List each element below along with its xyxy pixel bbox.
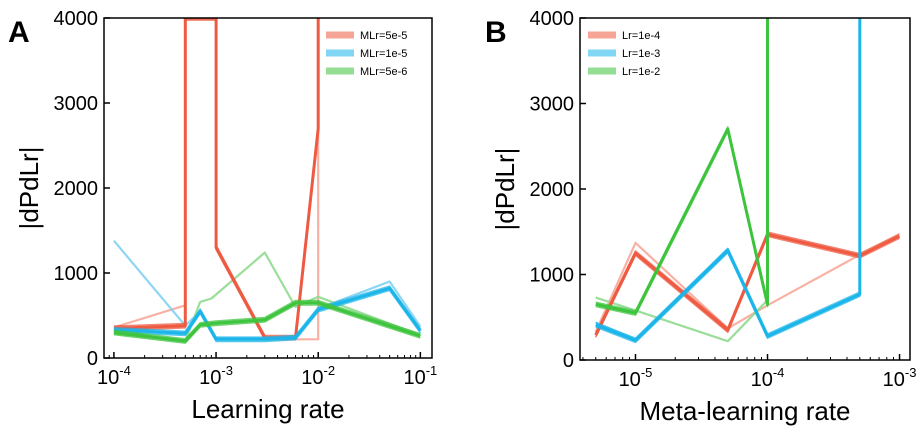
plot-lines [113,18,422,344]
plot-lines [594,18,901,344]
x-tick-label: 10-3 [199,363,233,389]
x-tick-label: 10-4 [751,365,785,391]
series-line-1-trace-3 [113,19,319,341]
panel-a: A 0 1000 2000 3000 4000 10-4 10-3 10-2 10-1 Learni… [8,8,437,424]
y-axis-title: |dPdLr| [490,148,520,231]
series-line-1-trace-2 [594,232,901,336]
y-tick-label: 4000 [530,8,575,30]
series-line-3-trace-3 [595,20,769,316]
y-tick-label: 4000 [54,8,99,30]
legend-label: MLr=5e-6 [360,66,407,78]
legend-label: MLr=5e-5 [360,30,407,42]
series-line-3-trace-3 [113,304,421,344]
legend-label: MLr=1e-5 [360,48,407,60]
x-tick-label: 10-4 [97,363,131,389]
legend: MLr=5e-5 MLr=1e-5 MLr=5e-6 [322,22,428,82]
legend-label: Lr=1e-2 [622,66,660,78]
legend-label: Lr=1e-3 [622,48,660,60]
y-tick-label: 2000 [530,179,575,201]
series-line-3-trace-2 [113,301,421,343]
series-line-2-trace-3 [113,289,422,343]
panel-letter: B [485,16,507,49]
x-axis-title: Meta-learning rate [640,396,851,426]
y-axis-title: |dPdLr| [14,147,44,230]
panel-b: B 0 1000 2000 3000 4000 10-5 10-4 10-3 Meta-learn… [485,8,916,426]
y-tick-label: 0 [563,350,574,372]
faint-trace-3 [595,296,769,343]
series-line-1-trace-3 [594,235,900,338]
y-tick-label: 1000 [530,265,575,287]
faint-trace-3 [113,251,421,343]
y-tick-label: 2000 [54,178,99,200]
legend: Lr=1e-4 Lr=1e-3 Lr=1e-2 [584,22,684,82]
x-tick-label: 10-2 [301,363,335,389]
legend-label: Lr=1e-4 [622,30,660,42]
x-tick-label: 10-3 [883,365,917,391]
x-tick-label: 10-1 [403,363,437,389]
x-tick-label: 10-5 [619,365,653,391]
y-tick-label: 3000 [54,93,99,115]
y-tick-label: 0 [87,348,98,370]
y-tick-label: 1000 [54,263,99,285]
series-line-2-trace-3 [595,20,861,344]
y-tick-label: 3000 [530,94,575,116]
series-line-2-trace-2 [113,286,422,341]
panel-letter: A [8,16,30,49]
x-axis-title: Learning rate [191,394,344,424]
